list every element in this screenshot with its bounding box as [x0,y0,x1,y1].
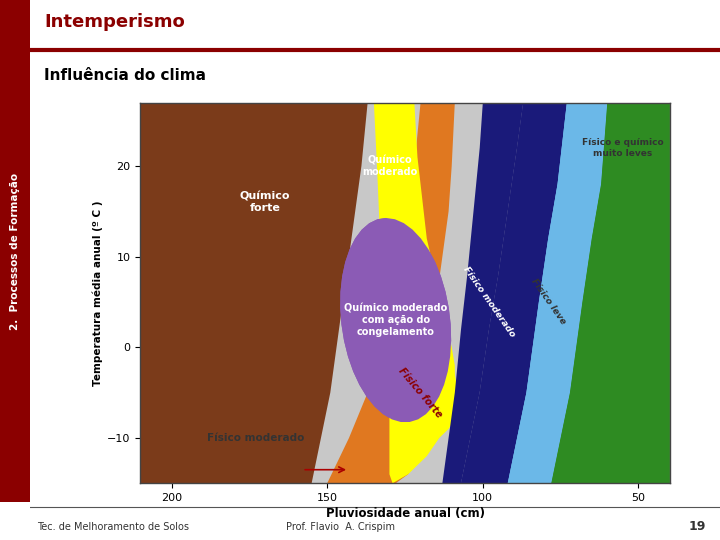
Text: Físico moderado: Físico moderado [207,433,305,443]
Text: Químico
forte: Químico forte [240,192,290,213]
Polygon shape [508,103,608,483]
Polygon shape [461,103,567,483]
Y-axis label: Temperatura média anual (º C ): Temperatura média anual (º C ) [93,200,103,386]
Text: Físico moderado: Físico moderado [462,265,517,339]
Polygon shape [552,103,670,483]
Text: Prof. Flavio  A. Crispim: Prof. Flavio A. Crispim [286,522,395,532]
Text: 2.  Processos de Formação: 2. Processos de Formação [10,173,20,329]
Polygon shape [327,103,455,483]
Text: Químico
moderado: Químico moderado [362,156,417,177]
Text: Físico leve: Físico leve [529,278,567,327]
Text: Químico moderado
com ação do
congelamento: Químico moderado com ação do congelament… [344,303,447,337]
Polygon shape [552,103,670,483]
Polygon shape [341,218,451,422]
Polygon shape [140,103,368,483]
Polygon shape [508,103,608,483]
Polygon shape [552,103,670,483]
Polygon shape [341,218,451,422]
Polygon shape [377,103,455,483]
Text: Influência do clima: Influência do clima [44,68,206,83]
Text: Físico e químico
muito leves: Físico e químico muito leves [582,138,664,158]
Polygon shape [508,103,608,483]
Polygon shape [461,103,567,483]
Text: Tec. de Melhoramento de Solos: Tec. de Melhoramento de Solos [37,522,189,532]
X-axis label: Pluviosidade anual (cm): Pluviosidade anual (cm) [325,507,485,520]
Text: Físico forte: Físico forte [397,366,444,420]
Polygon shape [442,103,523,483]
Polygon shape [140,103,670,483]
Text: Intemperismo: Intemperismo [44,12,185,31]
Polygon shape [374,103,458,483]
Text: 19: 19 [689,520,706,534]
